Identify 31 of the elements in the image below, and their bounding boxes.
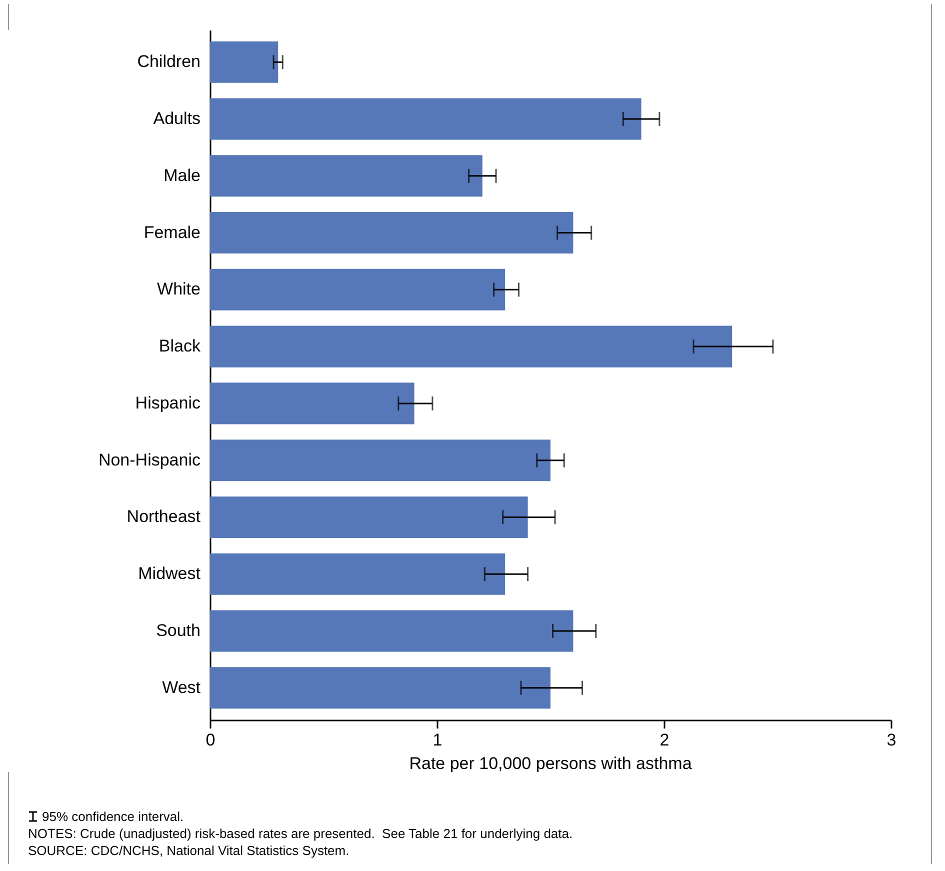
bar — [210, 326, 732, 368]
bar — [210, 268, 506, 310]
bar — [210, 553, 506, 595]
bar — [210, 382, 414, 424]
text: NOTES: Crude (unadjusted) risk-based rates are presented. See Table 21 for underlying data. — [28, 825, 573, 842]
y-tick-label: Northeast — [126, 507, 201, 526]
x-tick-label: 2 — [660, 730, 670, 750]
text: 95% confidence interval. — [41, 808, 185, 825]
bar — [210, 155, 482, 197]
bar — [210, 41, 278, 83]
y-tick-label: South — [156, 620, 200, 640]
y-tick-label: Black — [158, 336, 201, 356]
y-tick-label: Non-Hispanic — [98, 450, 201, 470]
x-tick-label: 0 — [206, 730, 216, 750]
bar — [210, 440, 550, 482]
x-tick-label: 3 — [886, 730, 896, 750]
y-tick-label: West — [162, 678, 201, 697]
y-tick-label: Children — [137, 52, 200, 72]
bar — [210, 98, 642, 140]
y-tick-label: Midwest — [138, 564, 201, 584]
bar — [210, 667, 550, 709]
y-tick-label: Hispanic — [135, 393, 201, 412]
y-tick-label: White — [157, 280, 200, 299]
y-tick-label: Male — [164, 166, 200, 185]
bar — [210, 212, 574, 254]
x-tick-label: 1 — [432, 730, 442, 750]
bar — [210, 496, 528, 538]
bar — [210, 610, 574, 652]
y-tick-label: Adults — [153, 109, 200, 128]
y-tick-label: Female — [144, 222, 200, 242]
source-note: SOURCE: CDC/NCHS, National Vital Statistics System. — [28, 842, 350, 859]
